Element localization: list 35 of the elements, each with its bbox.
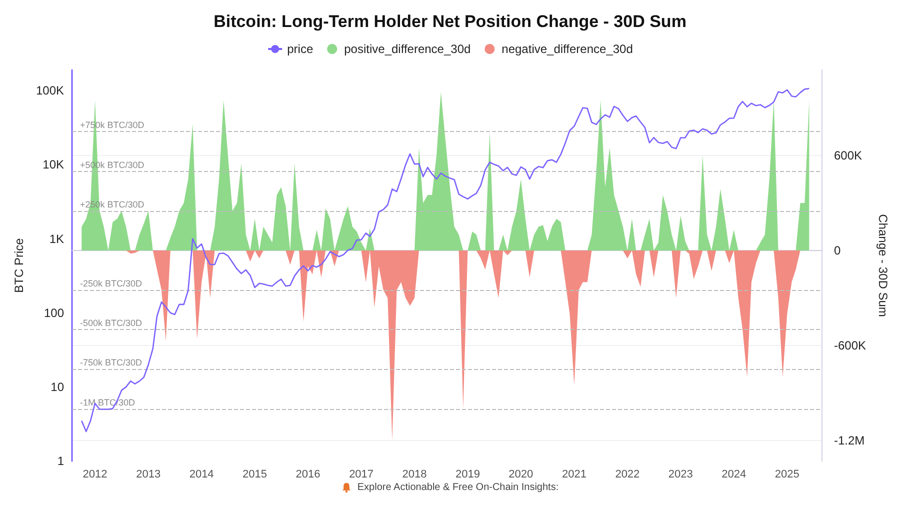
x-tick-label: 2024: [722, 468, 746, 480]
x-tick-label: 2025: [774, 468, 800, 480]
x-tick-label: 2018: [402, 468, 427, 480]
x-tick-label: 2017: [349, 468, 374, 480]
y-tick-label: 1K: [49, 232, 64, 246]
x-tick-label: 2022: [615, 468, 640, 480]
x-tick-label: 2015: [242, 468, 268, 480]
y-axis-title: BTC Price: [12, 238, 26, 293]
y-tick-label: 100K: [36, 84, 64, 98]
x-tick-label: 2023: [668, 468, 693, 480]
x-tick-label: 2016: [296, 468, 320, 480]
y2-tick-label: -1.2M: [834, 433, 865, 448]
y2-axis-title: Change - 30D Sum: [876, 214, 890, 317]
y-tick-label: 10K: [42, 158, 64, 172]
y2-tick-label: -600K: [834, 338, 866, 352]
x-tick-label: 2014: [189, 468, 214, 480]
x-tick-label: 2021: [562, 468, 586, 480]
x-tick-label: 2012: [82, 468, 108, 480]
legend-label: positive_difference_30d: [344, 42, 471, 56]
y2-tick-label: 0: [834, 243, 841, 258]
x-tick-label: 2013: [136, 468, 161, 480]
line-series: [80, 88, 810, 432]
legend-label: negative_difference_30d: [502, 42, 633, 56]
y-tick-label: 1: [57, 454, 64, 468]
x-tick-label: 2019: [455, 468, 480, 480]
y-tick-label: 10: [50, 380, 64, 394]
chart-title: Bitcoin: Long-Term Holder Net Position Change - 30D Sum: [214, 12, 686, 31]
ref-line-label: -750k BTC/30D: [80, 358, 143, 368]
ref-line-label: -500k BTC/30D: [80, 318, 143, 328]
ref-line-label: -250k BTC/30D: [80, 278, 143, 289]
x-tick-label: 2020: [508, 468, 534, 480]
legend-label: price: [287, 42, 314, 56]
y-tick-label: 100: [44, 306, 64, 320]
y2-tick-label: 600K: [834, 148, 862, 162]
text: Explore Actionable & Free On-Chain Insights:: [357, 482, 559, 493]
